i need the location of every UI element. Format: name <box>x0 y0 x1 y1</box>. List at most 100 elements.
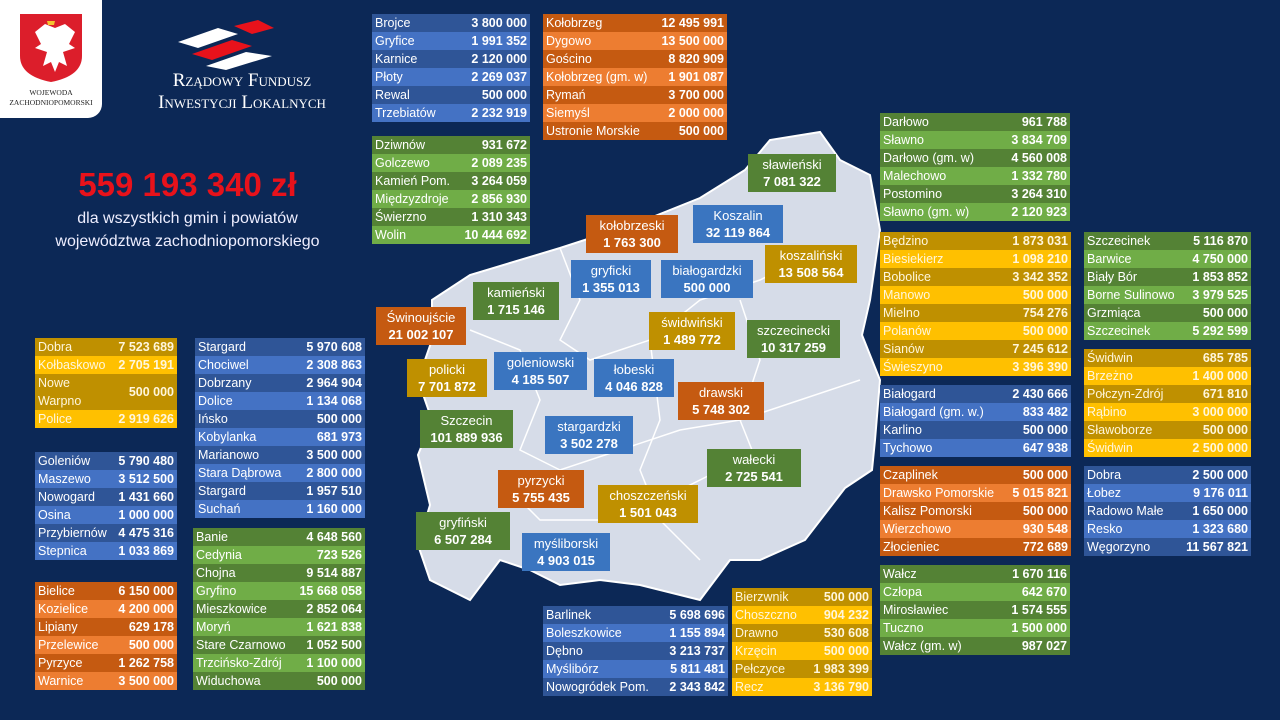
county-amount: 1 715 146 <box>487 302 545 317</box>
municipality-name: Ustronie Morskie <box>546 124 640 138</box>
table-row: Postomino 3 264 310 <box>880 185 1070 203</box>
municipality-name: Stare Czarnowo <box>196 638 286 652</box>
table-row: Osina 1 000 000 <box>35 506 177 524</box>
municipality-name: Rymań <box>546 88 586 102</box>
municipality-amount: 1 853 852 <box>1192 270 1248 284</box>
municipality-name: Mirosławiec <box>883 603 949 617</box>
map-label-county: gryfiński 6 507 284 <box>416 512 510 550</box>
table-row: Gryfino 15 668 058 <box>193 582 365 600</box>
municipality-amount: 500 000 <box>678 124 724 138</box>
municipality-amount: 833 482 <box>1022 405 1068 419</box>
county-amount: 6 507 284 <box>434 532 492 547</box>
municipality-amount: 2 800 000 <box>306 466 362 480</box>
table-row: Wałcz (gm. w) 987 027 <box>880 637 1070 655</box>
municipality-amount: 3 264 059 <box>471 174 527 188</box>
municipality-amount: 772 689 <box>1022 540 1068 554</box>
municipality-name: Tychowo <box>883 441 933 455</box>
municipality-name: Choszczno <box>735 608 797 622</box>
municipality-name: Stargard <box>198 484 246 498</box>
county-amount: 3 502 278 <box>560 436 618 451</box>
county-name: pyrzycki <box>517 473 565 488</box>
municipality-amount: 754 276 <box>1022 306 1068 320</box>
table-kamienski: Dziwnów 931 672 Golczewo 2 089 235 Kamień Po… <box>372 136 530 244</box>
municipality-name: Myślibórz <box>546 662 599 676</box>
table-row: Lipiany 629 178 <box>35 618 177 636</box>
table-row: Bobolice 3 342 352 <box>880 268 1071 286</box>
municipality-name: Chojna <box>196 566 236 580</box>
emblem-caption: WOJEWODA ZACHODNIOPOMORSKI <box>9 88 93 107</box>
municipality-amount: 987 027 <box>1021 639 1067 653</box>
municipality-name: Będzino <box>883 234 929 248</box>
table-row: Moryń 1 621 838 <box>193 618 365 636</box>
municipality-amount: 3 213 737 <box>669 644 725 658</box>
table-row: Stargard 1 957 510 <box>195 482 365 500</box>
municipality-amount: 931 672 <box>481 138 527 152</box>
map-label-county: łobeski 4 046 828 <box>594 359 674 397</box>
map-label-county: pyrzycki 5 755 435 <box>498 470 584 508</box>
municipality-amount: 3 396 390 <box>1012 360 1068 374</box>
municipality-name: Police <box>38 412 73 426</box>
municipality-name: Pełczyce <box>735 662 786 676</box>
municipality-name: Wierzchowo <box>883 522 952 536</box>
table-row: Nowogródek Pom. 2 343 842 <box>543 678 728 696</box>
municipality-name: Świeszyno <box>883 360 943 374</box>
municipality-name: Tuczno <box>883 621 924 635</box>
county-name: koszaliński <box>779 248 843 263</box>
municipality-name: Dziwnów <box>375 138 426 152</box>
table-row: Recz 3 136 790 <box>732 678 872 696</box>
municipality-name: Szczecinek <box>1087 324 1151 338</box>
municipality-name: Stargard <box>198 340 246 354</box>
municipality-name: Czaplinek <box>883 468 938 482</box>
map-label-county: szczecinecki 10 317 259 <box>747 320 840 358</box>
table-row: Pyrzyce 1 262 758 <box>35 654 177 672</box>
county-name: goleniowski <box>506 355 575 370</box>
municipality-name: Człopa <box>883 585 922 599</box>
municipality-amount: 3 500 000 <box>306 448 362 462</box>
municipality-amount: 681 973 <box>316 430 362 444</box>
table-row: Tychowo 647 938 <box>880 439 1071 457</box>
municipality-name: Wałcz (gm. w) <box>883 639 962 653</box>
municipality-name: Łobez <box>1087 486 1122 500</box>
county-amount: 10 317 259 <box>760 340 827 355</box>
municipality-amount: 723 526 <box>316 548 362 562</box>
county-amount: 1 489 772 <box>663 332 721 347</box>
municipality-name: Karlino <box>883 423 922 437</box>
table-row: Czaplinek 500 000 <box>880 466 1071 484</box>
map-label-county: stargardzki 3 502 278 <box>545 416 633 454</box>
municipality-name: Trzebiatów <box>375 106 436 120</box>
municipality-name: Barwice <box>1087 252 1132 266</box>
municipality-amount: 500 000 <box>481 88 527 102</box>
total-description: dla wszystkich gmin i powiatów województ… <box>55 210 320 250</box>
municipality-amount: 500 000 <box>1022 324 1068 338</box>
municipality-name: Mielno <box>883 306 920 320</box>
municipality-name: Świdwin <box>1087 441 1133 455</box>
municipality-name: Stepnica <box>38 544 87 558</box>
municipality-name: Świerzno <box>375 210 427 224</box>
table-row: Suchań 1 160 000 <box>195 500 365 518</box>
municipality-amount: 1 332 780 <box>1011 169 1067 183</box>
municipality-name: Lipiany <box>38 620 78 634</box>
table-row: Szczecinek 5 292 599 <box>1084 322 1251 340</box>
map-label-county: gryficki 1 355 013 <box>571 260 651 298</box>
table-choszczenski: Bierzwnik 500 000 Choszczno 904 232 Drawno 53… <box>732 588 872 696</box>
total-amount: 559 193 340 zł <box>78 166 297 203</box>
municipality-amount: 9 514 887 <box>306 566 362 580</box>
municipality-name: Dobrzany <box>198 376 252 390</box>
municipality-name: Węgorzyno <box>1087 540 1151 554</box>
municipality-name: Gryfino <box>196 584 237 598</box>
municipality-amount: 3 700 000 <box>668 88 724 102</box>
municipality-amount: 500 000 <box>823 590 869 604</box>
table-row: Łobez 9 176 011 <box>1084 484 1251 502</box>
municipality-amount: 1 052 500 <box>306 638 362 652</box>
municipality-amount: 961 788 <box>1021 115 1067 129</box>
county-amount: 4 185 507 <box>511 372 570 387</box>
municipality-name: Dygowo <box>546 34 592 48</box>
municipality-amount: 2 089 235 <box>471 156 527 170</box>
municipality-amount: 2 500 000 <box>1192 468 1248 482</box>
municipality-name: Sianów <box>883 342 924 356</box>
county-amount: 4 046 828 <box>605 379 663 394</box>
table-koszalinski: Będzino 1 873 031 Biesiekierz 1 098 210 Bobo… <box>880 232 1071 376</box>
municipality-amount: 11 567 821 <box>1186 540 1248 554</box>
municipality-amount: 1 991 352 <box>471 34 527 48</box>
table-row: Goleniów 5 790 480 <box>35 452 177 470</box>
